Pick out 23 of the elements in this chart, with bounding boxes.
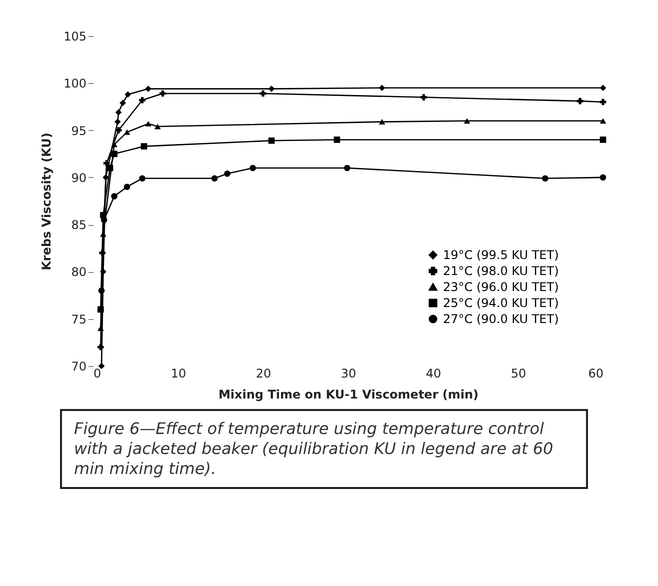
x-axis-title: Mixing Time on KU-1 Viscometer (min) xyxy=(218,388,479,402)
legend-label: 19°C (99.5 KU TET) xyxy=(443,248,559,262)
caption: Figure 6—Effect of temperature using temperature control with a jacketed beaker (equilibration KU in legend are at 60 min mixing time). xyxy=(74,419,554,479)
legend-label: 23°C (96.0 KU TET) xyxy=(443,280,559,294)
legend-label: 21°C (98.0 KU TET) xyxy=(443,264,559,278)
y-tick-label: 105 xyxy=(64,30,86,44)
x-tick-label: 40 xyxy=(426,366,442,380)
y-axis-title: Krebs Viscosity (KU) xyxy=(40,132,54,270)
x-tick-label: 10 xyxy=(170,366,186,380)
x-tick-label: 20 xyxy=(256,366,272,380)
y-tick-label: 100 xyxy=(64,76,86,91)
x-tick-label: 60 xyxy=(588,366,604,380)
y-tick-label: 75 xyxy=(71,312,86,326)
legend-label: 25°C (94.0 KU TET) xyxy=(443,296,559,310)
x-tick-label: 50 xyxy=(510,366,526,380)
y-tick-label: 70 xyxy=(71,360,86,374)
y-tick-label: 95 xyxy=(71,124,86,138)
y-tick-label: 80 xyxy=(71,265,86,280)
x-tick-label: 0 xyxy=(94,366,102,380)
y-tick-label: 90 xyxy=(71,170,86,185)
x-tick-label: 30 xyxy=(340,366,356,380)
y-tick-label: 85 xyxy=(71,218,86,232)
legend-label: 27°C (90.0 KU TET) xyxy=(443,312,559,326)
